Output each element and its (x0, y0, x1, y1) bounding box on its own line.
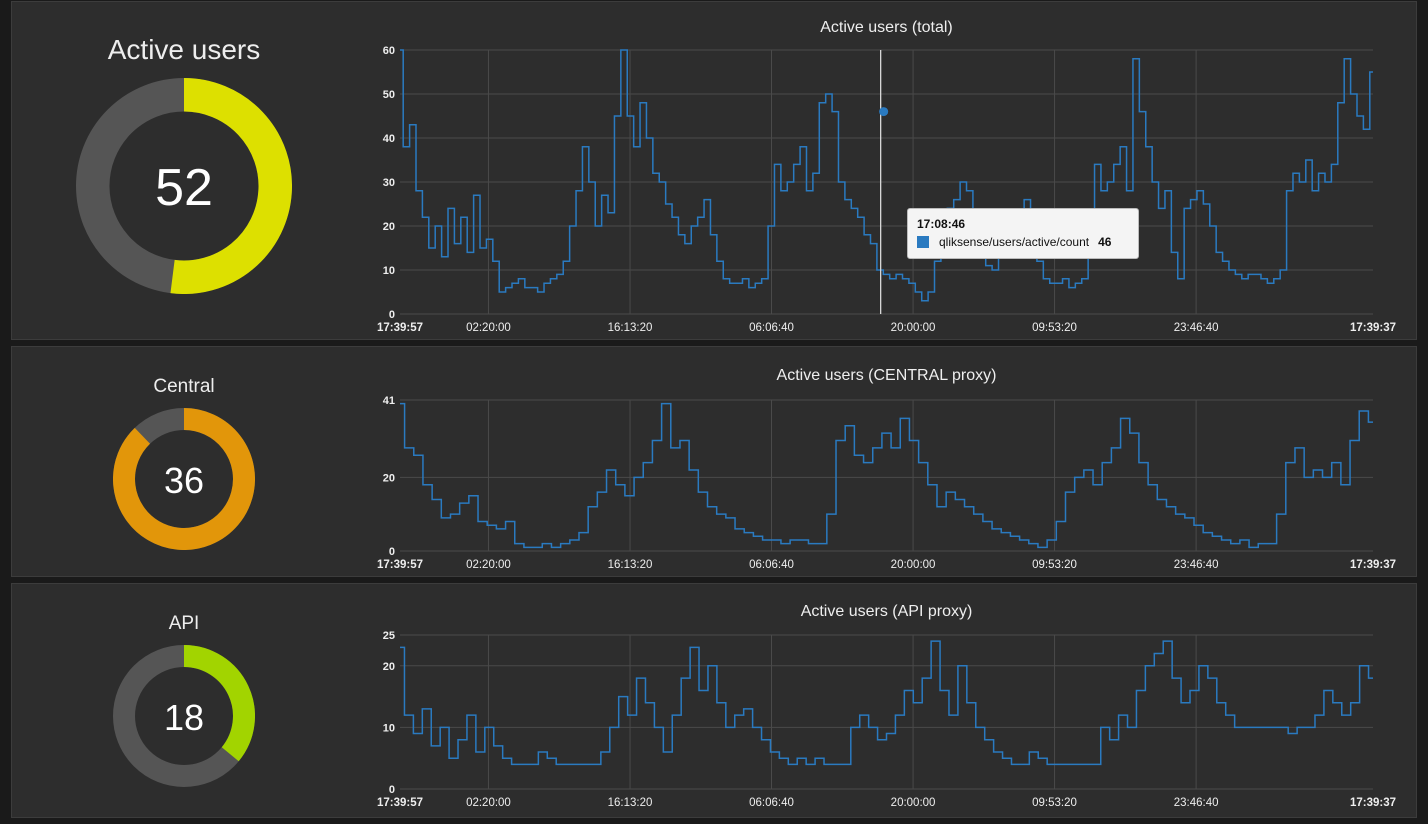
x-tick-label: 06:06:40 (749, 322, 794, 334)
y-tick-label: 30 (383, 177, 395, 189)
series-swatch (917, 236, 929, 248)
gauge-value: 52 (155, 159, 213, 217)
x-tick-label: 23:46:40 (1174, 322, 1219, 334)
gauge-ring (76, 78, 292, 294)
tooltip-series-name: qliksense/users/active/count (939, 235, 1090, 249)
x-tick-label: 17:39:37 (1350, 322, 1396, 334)
y-tick-label: 20 (383, 661, 395, 673)
x-tick-label: 17:39:37 (1350, 797, 1396, 809)
x-tick-label: 20:00:00 (891, 559, 936, 571)
x-tick-label: 17:39:37 (1350, 559, 1396, 571)
chart-title: Active users (API proxy) (801, 603, 973, 620)
y-tick-label: 10 (383, 265, 395, 277)
x-tick-label: 06:06:40 (749, 559, 794, 571)
y-tick-label: 0 (389, 309, 395, 321)
x-tick-label: 06:06:40 (749, 797, 794, 809)
x-tick-label: 09:53:20 (1032, 322, 1077, 334)
x-tick-label: 02:20:00 (466, 322, 511, 334)
y-tick-label: 50 (383, 89, 395, 101)
x-tick-label: 16:13:20 (608, 322, 653, 334)
x-tick-label: 02:20:00 (466, 559, 511, 571)
gauge-title: Central (153, 376, 215, 397)
gauge-arc (183, 645, 255, 762)
gauge-title: API (168, 613, 200, 634)
x-tick-label: 23:46:40 (1174, 797, 1219, 809)
chart-title: Active users (CENTRAL proxy) (777, 367, 997, 384)
y-tick-label: 60 (383, 45, 395, 57)
chart[interactable]: Active users (API proxy) 0 10 20 25 17:39:57 0… (12, 584, 1418, 819)
y-tick-label: 25 (383, 630, 395, 642)
chart[interactable]: Active users (total) 0 10 20 30 40 50 60 17:39:5… (12, 2, 1418, 341)
x-tick-label: 09:53:20 (1032, 797, 1077, 809)
x-tick-label: 16:13:20 (608, 559, 653, 571)
series-line (400, 49, 1373, 302)
y-tick-label: 10 (383, 722, 395, 734)
tooltip-value: 46 (1098, 235, 1112, 249)
series-line (400, 640, 1373, 766)
panel-total: Active users 52 Active users (total) 0 10 2… (11, 1, 1417, 340)
gauge-title: Active users (107, 34, 261, 65)
y-tick-label: 0 (389, 546, 395, 558)
y-tick-label: 20 (383, 221, 395, 233)
gauge-arc (113, 408, 255, 550)
chart-tooltip: 17:08:46 qliksense/users/active/count 46 (907, 208, 1139, 259)
gauge-arc (170, 78, 292, 294)
chart-title: Active users (total) (820, 19, 952, 36)
series-line (400, 402, 1373, 549)
x-tick-label: 23:46:40 (1174, 559, 1219, 571)
gauge-ring (113, 645, 255, 787)
y-tick-label: 20 (383, 472, 395, 484)
gauge-value: 18 (163, 697, 205, 738)
x-tick-label: 17:39:57 (377, 559, 423, 571)
tooltip-time: 17:08:46 (917, 217, 966, 231)
x-tick-label: 20:00:00 (891, 797, 936, 809)
chart[interactable]: Active users (CENTRAL proxy) 0 20 41 17:39:5… (12, 347, 1418, 578)
x-tick-label: 17:39:57 (377, 322, 423, 334)
gauge-value: 36 (163, 460, 205, 501)
y-tick-label: 40 (383, 133, 395, 145)
gauge-ring (113, 408, 255, 550)
y-tick-label: 0 (389, 784, 395, 796)
panel-api: API 18 Active users (API proxy) 0 10 20 25 17… (11, 583, 1417, 818)
x-tick-label: 20:00:00 (891, 322, 936, 334)
x-tick-label: 02:20:00 (466, 797, 511, 809)
y-tick-label: 41 (383, 395, 395, 407)
x-tick-label: 09:53:20 (1032, 559, 1077, 571)
panel-central: Central 36 Active users (CENTRAL proxy) 0… (11, 346, 1417, 577)
x-tick-label: 16:13:20 (608, 797, 653, 809)
hover-point (879, 107, 889, 117)
x-tick-label: 17:39:57 (377, 797, 423, 809)
